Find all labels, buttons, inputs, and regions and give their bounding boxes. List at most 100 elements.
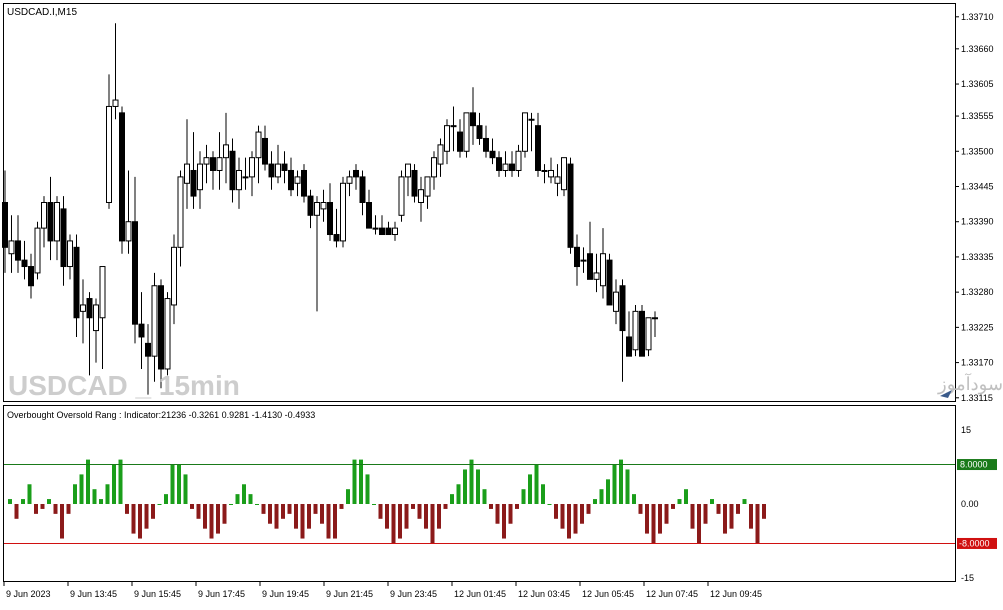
candle-body-bear	[47, 202, 54, 242]
oscillator-bar-positive	[73, 484, 77, 504]
oscillator-bar-negative	[14, 504, 19, 519]
candle-body-bull	[528, 118, 535, 121]
candle	[509, 151, 515, 177]
price-tick-label: 1.33115	[961, 393, 993, 403]
candle	[236, 157, 242, 209]
candle-body-bear	[535, 125, 541, 171]
candle-body-bull	[314, 202, 320, 216]
oscillator-bar-negative	[495, 504, 500, 524]
time-tick-label: 12 Jun 09:45	[710, 589, 762, 599]
candle-body-bull	[249, 157, 255, 178]
candle-body-bear	[333, 234, 340, 242]
candle	[268, 151, 275, 190]
candle-body-bull	[405, 163, 411, 178]
price-axis[interactable]: 1.33710 1.33660 1.33605 1.33555 1.33500 1.334…	[955, 12, 994, 403]
candle-body-bull	[294, 176, 301, 184]
candle-body-bear	[509, 163, 515, 171]
candle-body-bull	[216, 157, 223, 171]
oscillator-bar-negative	[411, 504, 415, 509]
oscillator-bar-positive	[86, 459, 90, 504]
candle-body-bear	[145, 342, 151, 357]
candle	[515, 144, 522, 177]
oscillator-bar-positive	[547, 504, 552, 505]
oscillator-bar-positive	[677, 499, 682, 504]
oscillator-bar-positive	[164, 494, 168, 504]
candle	[548, 157, 554, 184]
candle-body-bull	[418, 189, 424, 203]
time-tick-label: 9 Jun 21:45	[326, 589, 373, 599]
candle	[28, 253, 34, 299]
candle	[522, 112, 528, 158]
candle-body-bull	[372, 227, 379, 230]
candle	[483, 125, 489, 158]
candle-body-bear	[268, 163, 275, 178]
main-chart-frame[interactable]	[3, 3, 956, 402]
candle	[619, 279, 626, 382]
candle-body-bear	[158, 285, 164, 370]
candle	[346, 170, 353, 197]
candle	[229, 138, 236, 203]
candle-body-bear	[262, 137, 268, 165]
lower-level-value: -8.0000	[959, 538, 990, 548]
candle-body-bear	[574, 246, 580, 268]
chart-shift-icon[interactable]	[940, 390, 952, 398]
candle-body-bear	[353, 169, 359, 178]
oscillator-bar-negative	[125, 504, 129, 514]
candle-body-bull	[600, 253, 606, 287]
candle-body-bull	[424, 176, 431, 197]
oscillator-bar-negative	[281, 504, 285, 519]
oscillator-bar-negative	[697, 504, 701, 544]
oscillator-bar-negative	[144, 504, 149, 529]
candle	[639, 304, 645, 357]
candle-body-bear	[119, 112, 125, 242]
candle-body-bear	[639, 310, 645, 357]
candle	[151, 272, 158, 382]
candle	[333, 208, 340, 248]
candle	[41, 196, 47, 248]
oscillator-bar-positive	[157, 504, 162, 505]
time-axis[interactable]: 9 Jun 2023 9 Jun 13:45 9 Jun 15:45 9 Jun 17…	[3, 582, 762, 599]
oscillator-bar-negative	[560, 504, 565, 529]
oscillator-bar-negative	[222, 504, 227, 524]
candle	[366, 189, 372, 229]
candle-body-bull	[346, 176, 353, 184]
candle	[528, 112, 535, 152]
indicator-tick-label: 15	[961, 425, 971, 435]
oscillator-bar-positive	[632, 494, 636, 504]
oscillator-bar-negative	[53, 504, 58, 514]
oscillator-bar-negative	[489, 504, 493, 509]
oscillator-bar-negative	[554, 504, 558, 519]
oscillator-bar-positive	[534, 464, 539, 504]
candle-body-bull	[561, 157, 567, 191]
oscillator-bar-positive	[359, 459, 363, 504]
candle-body-bull	[54, 202, 60, 242]
price-tick-label: 1.33500	[961, 146, 994, 156]
oscillator-bar-positive	[183, 474, 188, 504]
candle-body-bear	[366, 202, 372, 229]
indicator-tick-label: 0.00	[961, 499, 979, 509]
candle-body-bull	[223, 144, 229, 159]
candle	[580, 247, 587, 273]
oscillator-bar-positive	[235, 494, 240, 504]
candle	[398, 170, 405, 222]
oscillator-bar-positive	[79, 474, 84, 504]
oscillator-bar-positive	[170, 464, 175, 504]
price-tick-label: 1.33225	[961, 322, 994, 332]
oscillator-bar-positive	[469, 459, 474, 504]
candle-body-bull	[112, 99, 119, 107]
candle-body-bear	[2, 202, 8, 248]
candle	[457, 119, 463, 158]
oscillator-bar-negative	[307, 504, 311, 529]
candle-body-bull	[340, 182, 346, 242]
candle	[99, 266, 106, 369]
candle	[203, 144, 210, 184]
candle-body-bear	[606, 259, 613, 306]
candle	[496, 151, 502, 177]
candle-body-bear	[327, 202, 333, 236]
candle	[327, 183, 333, 241]
candle-body-bull	[613, 291, 619, 312]
candle-body-bull	[541, 169, 548, 172]
oscillator-bar-negative	[34, 504, 38, 514]
candle-body-bull	[67, 240, 73, 268]
